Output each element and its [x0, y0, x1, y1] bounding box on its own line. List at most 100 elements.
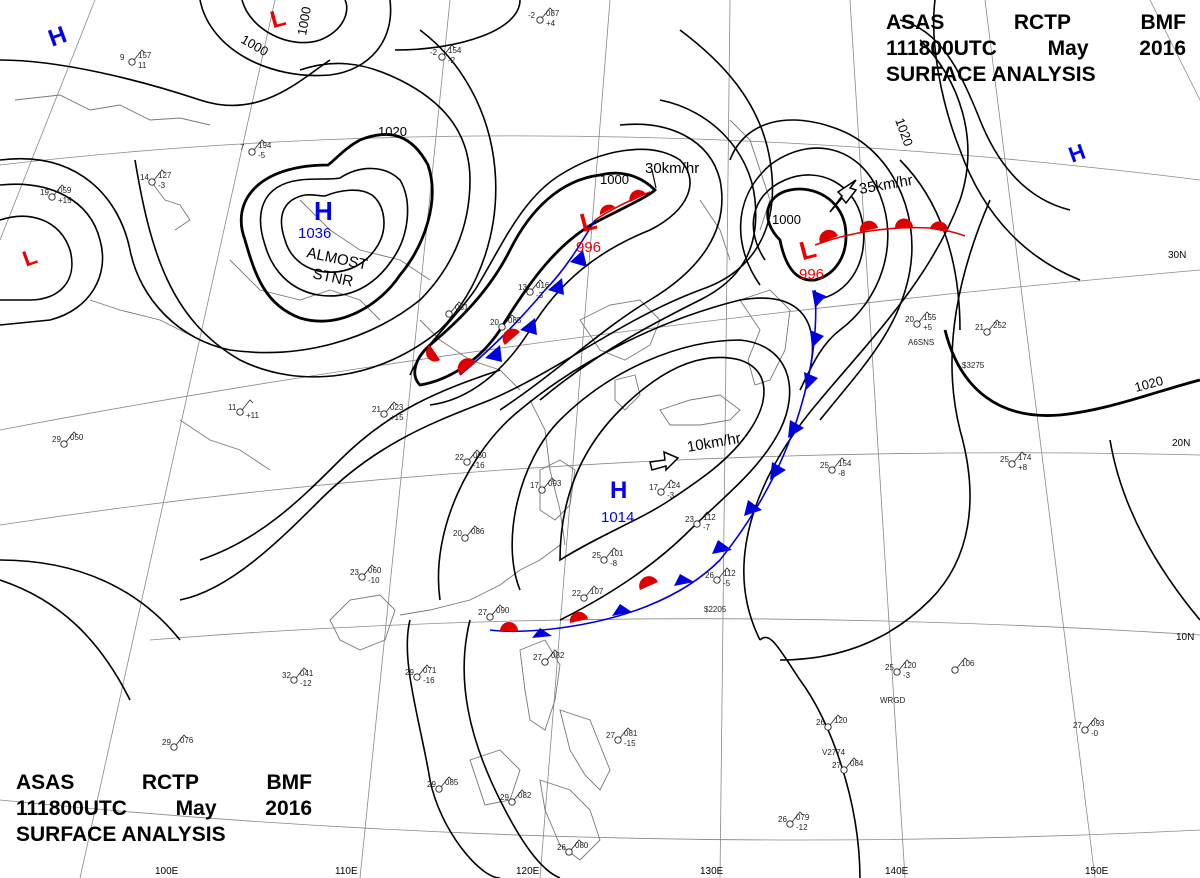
- station-pressure: 041: [300, 669, 314, 678]
- station-pressure: 124: [667, 481, 681, 490]
- wind-barb-icon: [1013, 451, 1026, 463]
- wind-barb-icon: [546, 649, 559, 661]
- wind-barb-icon: [503, 314, 516, 326]
- station-plot: 22 060-16: [455, 449, 487, 470]
- station-temp: -2: [528, 11, 536, 20]
- station-pressure: 081: [624, 729, 638, 738]
- station-tendency: -15: [624, 739, 636, 748]
- low-center-symbol: L: [577, 205, 600, 238]
- station-temp: 25: [592, 551, 601, 560]
- station-plot: -2 087+4: [528, 7, 560, 28]
- high-center-pressure: 1036: [298, 225, 331, 242]
- station-circle-icon: [438, 53, 446, 61]
- station-tendency: +15: [58, 196, 72, 205]
- high-center-symbol: H: [1065, 139, 1088, 168]
- station-plot: 106: [951, 657, 975, 674]
- wind-barb-icon: [543, 477, 556, 489]
- header-station: BMF: [1140, 11, 1187, 34]
- station-plot: 26 112-5: [705, 567, 736, 588]
- header-datetime: May: [1047, 37, 1089, 60]
- isobar-label: 1000: [772, 212, 801, 227]
- station-pressure: 120: [834, 716, 848, 725]
- station-temp: 21: [372, 405, 381, 414]
- station-plot: 20 085: [490, 314, 522, 331]
- station-tendency: -12: [796, 823, 808, 832]
- station-plot: 21 023+15: [372, 401, 404, 422]
- station-tendency: -7: [703, 523, 711, 532]
- wind-barb-icon: [440, 776, 453, 788]
- wind-barb-icon: [605, 547, 618, 559]
- station-tendency: +5: [923, 323, 933, 332]
- wind-barb-icon: [541, 7, 554, 19]
- wind-barb-icon: [698, 511, 711, 523]
- wind-barb-icon: [531, 279, 544, 291]
- station-pressure: 106: [961, 659, 975, 668]
- wind-barb-icon: [918, 311, 931, 323]
- station-pressure: 084: [850, 759, 864, 768]
- header-datetime: May: [175, 797, 217, 820]
- station-plot: 21 252: [975, 319, 1007, 336]
- station-temp: 20: [490, 318, 499, 327]
- station-circle-icon: [48, 193, 56, 201]
- isobar-label: 1000: [294, 5, 314, 36]
- station-temp: 27: [606, 731, 615, 740]
- station-tendency: -10: [368, 576, 380, 585]
- station-pressure: 023: [390, 403, 404, 412]
- header-datetime: 2016: [265, 797, 312, 820]
- station-temp: 19: [40, 188, 49, 197]
- station-circle-icon: [526, 288, 534, 296]
- station-pressure: 154: [448, 46, 462, 55]
- isobar-label: 1000: [239, 32, 272, 59]
- chart-header-bottom-left: ASAS RCTP BMF 111800UTC May 2016 SURFACE…: [16, 770, 312, 848]
- station-tendency: -16: [473, 461, 485, 470]
- station-temp: 29: [427, 780, 436, 789]
- lat-label: 20N: [1172, 438, 1190, 449]
- lon-label: 120E: [516, 866, 540, 877]
- station-tendency: +4: [546, 19, 556, 28]
- station-temp: 14: [140, 173, 149, 182]
- station-circle-icon: [463, 458, 471, 466]
- station-circle-icon: [508, 798, 516, 806]
- station-code: WRGD: [880, 696, 906, 705]
- station-temp: 22: [572, 589, 581, 598]
- station-pressure: 071: [423, 666, 437, 675]
- header-datetime: 2016: [1139, 37, 1186, 60]
- station-plot: 23 060-10: [350, 564, 382, 585]
- station-pressure: 090: [496, 606, 510, 615]
- wind-barb-icon: [175, 734, 188, 746]
- station-circle-icon: [248, 148, 256, 156]
- wind-barb-icon: [363, 564, 376, 576]
- motion-arrow: [829, 179, 858, 213]
- wind-barb-icon: [466, 525, 479, 537]
- wind-barb-icon: [65, 431, 78, 443]
- station-plot: 27 090: [478, 604, 510, 621]
- station-circle-icon: [413, 673, 421, 681]
- station-circle-icon: [380, 410, 388, 418]
- high-center-pressure: 1014: [601, 509, 634, 526]
- station-plot: 7 194-5: [240, 139, 272, 160]
- station-pressure: 107: [590, 587, 604, 596]
- station-plot: 25 101-8: [592, 547, 624, 568]
- station-tendency: +8: [1018, 463, 1028, 472]
- wind-barb-icon: [619, 727, 632, 739]
- station-temp: 11: [228, 403, 237, 412]
- station-temp: 20: [453, 529, 462, 538]
- station-circle-icon: [614, 736, 622, 744]
- motion-arrow: [651, 169, 657, 189]
- high-center-symbol: H: [45, 21, 71, 52]
- station-pressure: 154: [838, 459, 852, 468]
- station-tendency: +11: [246, 411, 260, 420]
- station-circle-icon: [913, 320, 921, 328]
- station-pressure: 174: [1018, 453, 1032, 462]
- station-plot: 11 +11: [228, 399, 260, 420]
- station-tendency: -5: [723, 579, 731, 588]
- wind-barb-icon: [833, 457, 846, 469]
- fronts: [425, 189, 966, 638]
- isobar-label: 1020: [378, 124, 407, 139]
- station-pressure: 060: [473, 451, 487, 460]
- isobar-label: 1000: [600, 172, 629, 187]
